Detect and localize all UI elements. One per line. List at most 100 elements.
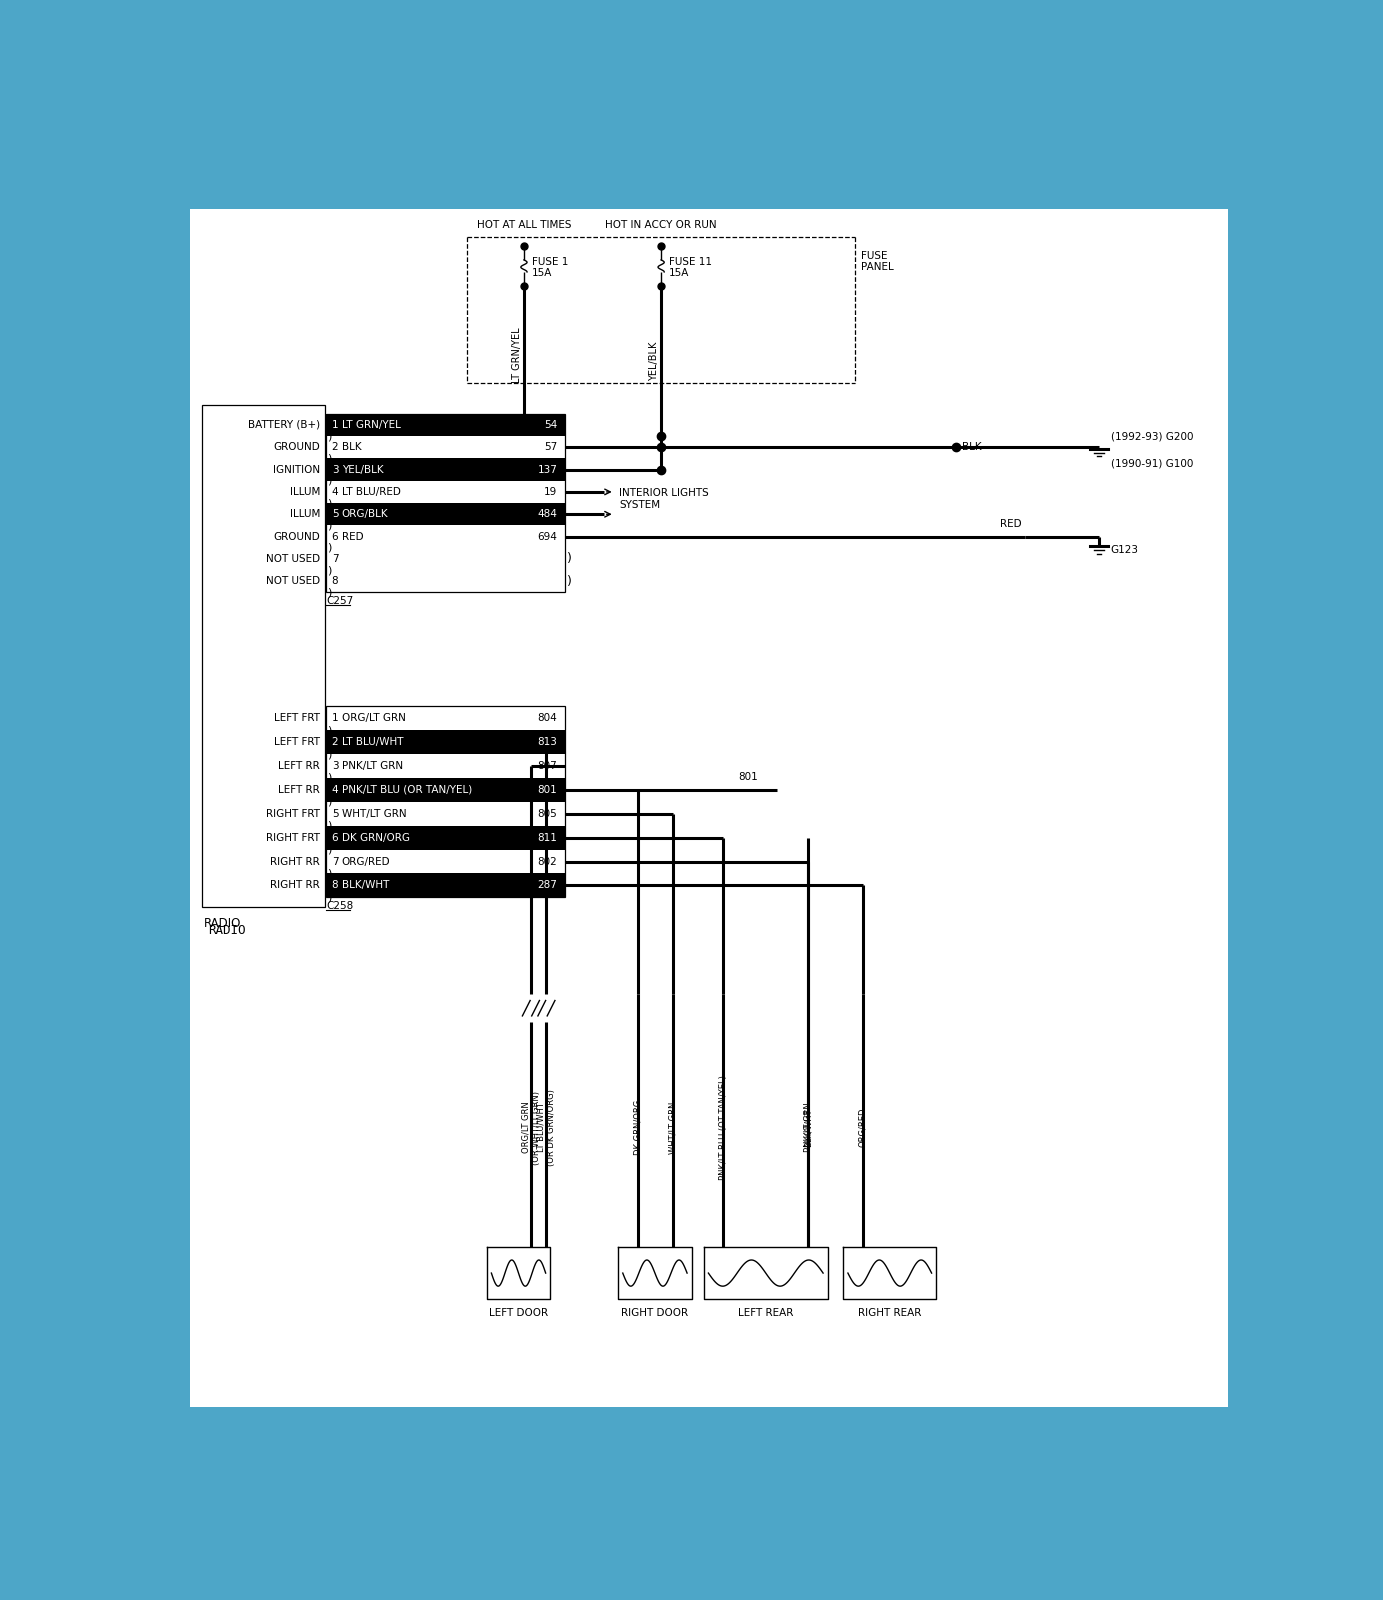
Text: NOT USED: NOT USED (266, 554, 319, 563)
Text: BLK: BLK (342, 442, 361, 453)
Text: ): ) (567, 552, 573, 565)
Text: BLK/WHT: BLK/WHT (804, 1109, 813, 1147)
Text: 5: 5 (332, 808, 339, 819)
Text: YEL/BLK: YEL/BLK (342, 464, 383, 475)
Bar (326, 459, 566, 480)
Text: (1992-93) G200: (1992-93) G200 (1111, 432, 1194, 442)
Text: DK GRN/ORG: DK GRN/ORG (342, 832, 409, 843)
Bar (326, 874, 566, 898)
Text: 6: 6 (332, 832, 339, 843)
Text: ): ) (328, 520, 332, 531)
Text: BLK/WHT: BLK/WHT (342, 880, 389, 890)
Text: 811: 811 (538, 832, 557, 843)
Text: ): ) (328, 821, 332, 830)
Text: ORG/RED: ORG/RED (857, 1107, 867, 1147)
Text: ORG/RED: ORG/RED (342, 856, 390, 867)
Text: 137: 137 (538, 464, 557, 475)
Bar (326, 778, 566, 802)
Text: LEFT DOOR: LEFT DOOR (490, 1309, 548, 1318)
Text: HOT IN ACCY OR RUN: HOT IN ACCY OR RUN (606, 221, 716, 230)
Text: 8: 8 (332, 880, 339, 890)
Text: GROUND: GROUND (274, 531, 319, 541)
Text: LEFT FRT: LEFT FRT (274, 714, 319, 723)
Text: ): ) (328, 475, 332, 486)
Text: ): ) (328, 725, 332, 736)
Text: 813: 813 (538, 738, 557, 747)
Text: 4: 4 (332, 786, 339, 795)
Text: RADIO: RADIO (207, 925, 245, 938)
Text: ILLUM: ILLUM (290, 486, 319, 498)
Text: 3: 3 (332, 762, 339, 771)
Text: ): ) (328, 565, 332, 574)
Text: RIGHT RR: RIGHT RR (270, 856, 319, 867)
Text: ): ) (328, 869, 332, 878)
Text: WHT/LT GRN: WHT/LT GRN (342, 808, 407, 819)
Text: C258: C258 (326, 901, 354, 910)
Text: ): ) (328, 542, 332, 552)
Text: ): ) (328, 797, 332, 806)
Text: RIGHT FRT: RIGHT FRT (266, 808, 319, 819)
Text: (1990-91) G100: (1990-91) G100 (1111, 458, 1194, 469)
Text: LEFT REAR: LEFT REAR (739, 1309, 794, 1318)
Text: ): ) (328, 749, 332, 758)
Bar (326, 826, 566, 850)
Bar (326, 414, 566, 592)
Text: 8: 8 (332, 576, 339, 586)
Text: 5: 5 (332, 509, 339, 520)
Text: NOT USED: NOT USED (266, 576, 319, 586)
Text: ILLUM: ILLUM (290, 509, 319, 520)
Text: PNK/LT BLU (OT TAN/YEL): PNK/LT BLU (OT TAN/YEL) (719, 1075, 727, 1179)
Text: ORG/LT GRN: ORG/LT GRN (342, 714, 405, 723)
Text: PNK/LT GRN: PNK/LT GRN (804, 1102, 813, 1152)
Text: 801: 801 (739, 773, 758, 782)
Text: 287: 287 (538, 880, 557, 890)
Text: ): ) (328, 498, 332, 509)
Text: 6: 6 (332, 531, 339, 541)
Text: PNK/LT GRN: PNK/LT GRN (342, 762, 402, 771)
Text: 19: 19 (544, 486, 557, 498)
Text: G123: G123 (1111, 546, 1138, 555)
Text: 1: 1 (332, 419, 339, 430)
Text: LEFT RR: LEFT RR (278, 762, 319, 771)
Text: INTERIOR LIGHTS
SYSTEM: INTERIOR LIGHTS SYSTEM (620, 488, 709, 510)
Text: RED: RED (342, 531, 364, 541)
Text: 694: 694 (538, 531, 557, 541)
Text: 807: 807 (538, 762, 557, 771)
Text: 2: 2 (332, 442, 339, 453)
Text: LT BLU/WHT
(OR DK GRN/ORG): LT BLU/WHT (OR DK GRN/ORG) (537, 1090, 556, 1166)
Text: LEFT RR: LEFT RR (278, 786, 319, 795)
Text: 801: 801 (538, 786, 557, 795)
Bar (326, 706, 566, 898)
Text: ORG/BLK: ORG/BLK (342, 509, 389, 520)
Text: FUSE
PANEL: FUSE PANEL (862, 251, 893, 272)
Bar (326, 502, 566, 525)
Text: DK GRN/ORG: DK GRN/ORG (633, 1099, 642, 1155)
Text: ): ) (328, 845, 332, 854)
Text: 54: 54 (544, 419, 557, 430)
Text: 3: 3 (332, 464, 339, 475)
Text: LT GRN/YEL: LT GRN/YEL (342, 419, 401, 430)
Text: 802: 802 (538, 856, 557, 867)
Text: 484: 484 (538, 509, 557, 520)
Text: LT GRN/YEL: LT GRN/YEL (512, 328, 521, 384)
Text: RIGHT REAR: RIGHT REAR (857, 1309, 921, 1318)
Text: GROUND: GROUND (274, 442, 319, 453)
Text: PNK/LT BLU (OR TAN/YEL): PNK/LT BLU (OR TAN/YEL) (342, 786, 472, 795)
Text: YEL/BLK: YEL/BLK (649, 341, 660, 381)
Text: 57: 57 (544, 442, 557, 453)
Text: ): ) (328, 430, 332, 442)
Text: 4: 4 (332, 486, 339, 498)
Text: IGNITION: IGNITION (272, 464, 319, 475)
Text: BLK: BLK (961, 442, 982, 453)
Bar (326, 414, 566, 437)
Text: WHT/LT GRN: WHT/LT GRN (668, 1101, 678, 1154)
Text: FUSE 1
15A: FUSE 1 15A (531, 256, 568, 278)
Text: LT BLU/RED: LT BLU/RED (342, 486, 401, 498)
Text: ): ) (328, 587, 332, 597)
Text: 2: 2 (332, 738, 339, 747)
Text: FUSE 11
15A: FUSE 11 15A (669, 256, 712, 278)
Text: 804: 804 (538, 714, 557, 723)
Text: LEFT FRT: LEFT FRT (274, 738, 319, 747)
Text: RIGHT RR: RIGHT RR (270, 880, 319, 890)
Text: 7: 7 (332, 856, 339, 867)
